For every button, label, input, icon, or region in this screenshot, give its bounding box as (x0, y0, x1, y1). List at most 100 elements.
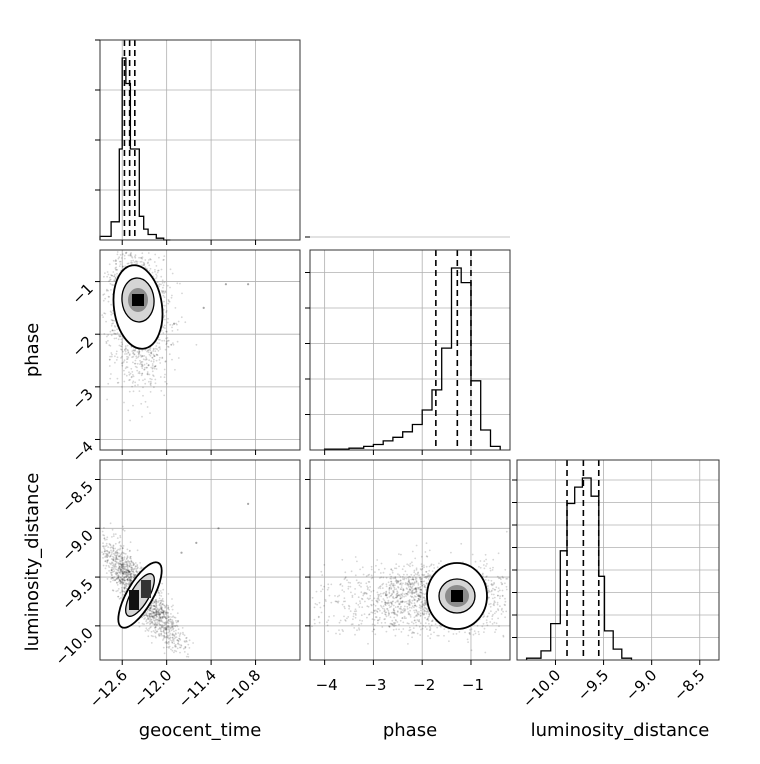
sample-point (422, 593, 424, 595)
sample-point (153, 615, 155, 617)
sample-point (146, 359, 148, 361)
sample-point (406, 587, 408, 589)
sample-point (159, 624, 161, 626)
sample-point (386, 586, 388, 588)
sample-point (486, 616, 488, 618)
sample-point (156, 619, 158, 621)
sample-point (375, 610, 377, 612)
sample-point (155, 599, 157, 601)
sample-point (181, 293, 183, 295)
sample-point (106, 336, 108, 338)
sample-point (143, 358, 145, 360)
sample-point (154, 368, 156, 370)
sample-point (416, 567, 418, 569)
sample-point (367, 574, 369, 576)
sample-point (376, 616, 378, 618)
sample-point (432, 570, 434, 572)
sample-point (184, 651, 186, 653)
sample-point (136, 565, 138, 567)
sample-point (471, 628, 473, 630)
sample-point (380, 595, 382, 597)
sample-point (330, 584, 332, 586)
sample-point (487, 585, 489, 587)
sample-point (119, 583, 121, 585)
sample-point (124, 579, 126, 581)
sample-point (351, 570, 353, 572)
sample-point (169, 631, 171, 633)
sample-point (106, 543, 108, 545)
sample-point (102, 531, 104, 533)
scatter2-outlier (180, 552, 182, 554)
sample-point (103, 553, 105, 555)
sample-point (124, 359, 126, 361)
sample-point (119, 535, 121, 537)
sample-point (159, 635, 161, 637)
sample-point (155, 624, 157, 626)
sample-point (168, 609, 170, 611)
sample-point (343, 601, 345, 603)
sample-point (359, 606, 361, 608)
sample-point (132, 381, 134, 383)
sample-point (420, 613, 422, 615)
sample-point (184, 640, 186, 642)
sample-point (364, 601, 366, 603)
sample-point (102, 557, 104, 559)
sample-point (400, 608, 402, 610)
sample-point (426, 571, 428, 573)
sample-point (133, 576, 135, 578)
sample-point (127, 351, 129, 353)
sample-point (403, 608, 405, 610)
sample-point (128, 371, 130, 373)
sample-point (354, 634, 356, 636)
sample-point (361, 614, 363, 616)
sample-point (381, 606, 383, 608)
sample-point (430, 633, 432, 635)
sample-point (138, 355, 140, 357)
sample-point (109, 378, 111, 380)
sample-point (163, 395, 165, 397)
sample-point (109, 544, 111, 546)
sample-point (443, 635, 445, 637)
sample-point (130, 576, 132, 578)
sample-point (139, 351, 141, 353)
sample-point (167, 628, 169, 630)
sample-point (120, 335, 122, 337)
sample-point (417, 600, 419, 602)
sample-point (390, 623, 392, 625)
sample-point (486, 622, 488, 624)
sample-point (155, 382, 157, 384)
sample-point (348, 586, 350, 588)
sample-point (411, 636, 413, 638)
sample-point (467, 639, 469, 641)
sample-point (160, 630, 162, 632)
sample-point (164, 374, 166, 376)
sample-point (111, 551, 113, 553)
sample-point (427, 573, 429, 575)
sample-point (109, 356, 111, 358)
sample-point (103, 276, 105, 278)
sample-point (419, 626, 421, 628)
scatter2-x-tick-label: −10.8 (219, 666, 264, 711)
sample-point (344, 571, 346, 573)
sample-point (366, 575, 368, 577)
sample-point (135, 355, 137, 357)
sample-point (141, 374, 143, 376)
sample-point (173, 631, 175, 633)
sample-point (435, 623, 437, 625)
sample-point (165, 616, 167, 618)
sample-point (492, 559, 494, 561)
sample-point (110, 289, 112, 291)
sample-point (121, 365, 123, 367)
sample-point (502, 577, 504, 579)
sample-point (425, 587, 427, 589)
sample-point (488, 579, 490, 581)
sample-point (136, 370, 138, 372)
scatter2-outlier (247, 503, 249, 505)
sample-point (501, 583, 503, 585)
sample-point (122, 557, 124, 559)
sample-point (418, 584, 420, 586)
sample-point (141, 350, 143, 352)
sample-point (359, 600, 361, 602)
sample-point (381, 601, 383, 603)
sample-point (175, 323, 177, 325)
